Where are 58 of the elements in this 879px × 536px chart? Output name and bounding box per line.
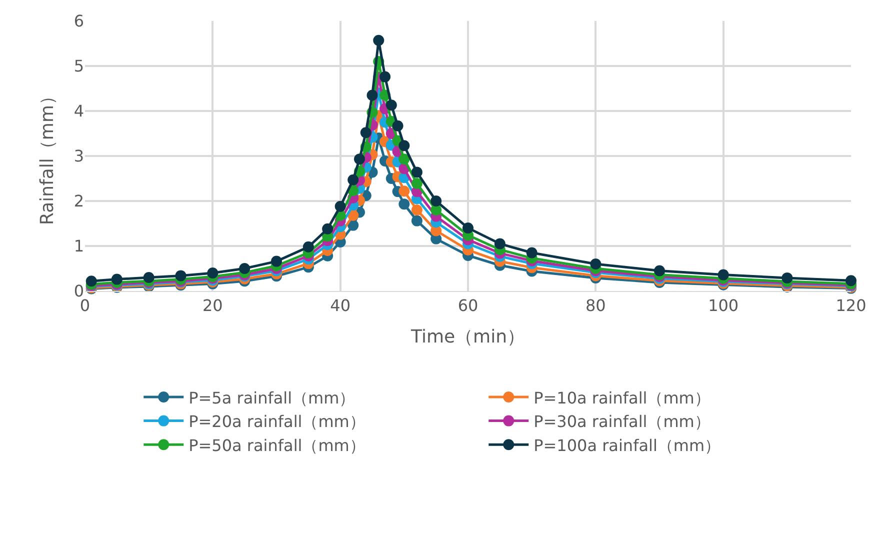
point xyxy=(322,223,334,234)
x-tick-label: 60 xyxy=(458,296,478,316)
point xyxy=(411,204,422,216)
point xyxy=(846,275,856,286)
point xyxy=(380,71,391,82)
point xyxy=(430,196,442,206)
legend-label: P=100a rainfall（mm） xyxy=(534,436,721,455)
point xyxy=(111,274,122,285)
point xyxy=(207,268,218,278)
point xyxy=(348,174,359,186)
point xyxy=(175,270,186,282)
point xyxy=(654,265,665,276)
y-tick-label: 4 xyxy=(74,102,84,121)
point xyxy=(302,241,314,252)
x-tick-label: 120 xyxy=(836,296,866,316)
legend-label: P=20a rainfall（mm） xyxy=(188,412,366,432)
point xyxy=(430,204,442,216)
point xyxy=(494,238,506,250)
x-tick-label: 40 xyxy=(330,296,351,316)
point xyxy=(334,200,346,212)
point xyxy=(373,34,384,46)
point xyxy=(386,100,397,111)
point xyxy=(718,269,729,280)
point xyxy=(398,186,410,197)
point xyxy=(392,120,404,132)
x-tick-label: 100 xyxy=(708,296,739,316)
legend-label: P=30a rainfall（mm） xyxy=(534,412,710,432)
y-tick-label: 3 xyxy=(74,146,84,166)
x-tick-label: 20 xyxy=(202,296,223,316)
point xyxy=(239,263,250,274)
point xyxy=(143,272,154,283)
legend-label: P=50a rainfall（mm） xyxy=(188,436,366,455)
point xyxy=(398,140,410,152)
y-tick-label: 1 xyxy=(74,236,84,256)
point xyxy=(86,276,97,287)
point xyxy=(398,154,410,165)
y-axis-title: Rainfall（mm） xyxy=(37,87,58,225)
point xyxy=(411,166,422,178)
y-tick-label: 2 xyxy=(74,192,84,211)
legend-label: P=5a rainfall（mm） xyxy=(188,388,356,408)
x-axis-title: Time（min） xyxy=(410,326,525,348)
point xyxy=(366,90,378,101)
y-tick-label: 6 xyxy=(74,12,84,31)
point xyxy=(411,215,422,226)
legend-label: P=10a rainfall（mm） xyxy=(534,388,710,408)
point xyxy=(360,127,372,138)
point xyxy=(398,198,410,210)
point xyxy=(590,258,602,270)
point xyxy=(462,222,474,234)
x-tick-label: 80 xyxy=(585,296,606,316)
y-tick-label: 5 xyxy=(74,56,84,76)
point xyxy=(354,154,365,165)
point xyxy=(271,256,282,267)
point xyxy=(348,220,359,231)
point xyxy=(411,178,422,189)
point xyxy=(782,272,793,284)
point xyxy=(348,210,359,221)
point xyxy=(526,247,538,258)
